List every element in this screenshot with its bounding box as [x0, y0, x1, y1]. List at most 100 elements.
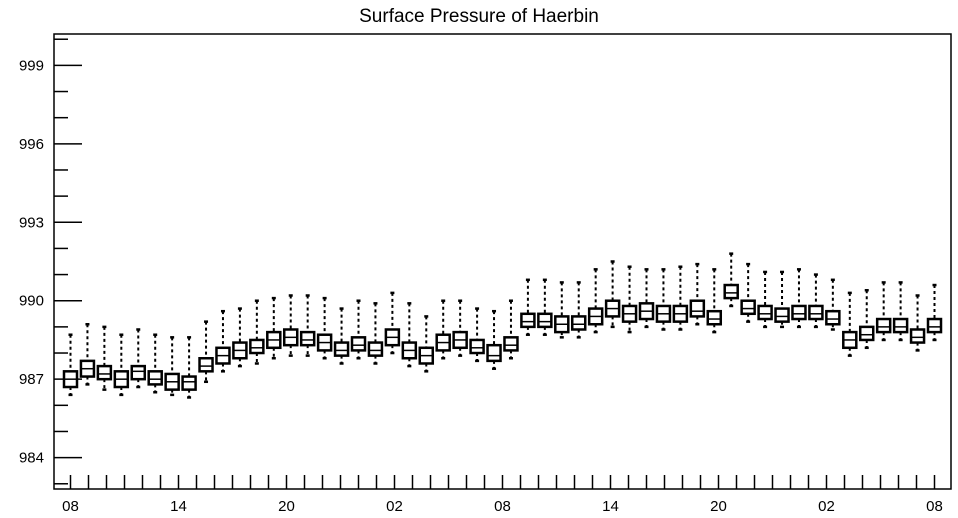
box-item — [333, 307, 350, 365]
y-tick-label: 987 — [19, 371, 44, 388]
x-tick-label: 02 — [818, 498, 835, 515]
box-item — [892, 281, 909, 342]
box-item — [249, 299, 265, 365]
y-axis: 984 987 990 993 996 999 — [19, 38, 82, 485]
box-item — [655, 268, 672, 331]
box-item — [215, 309, 231, 373]
y-tick-label: 999 — [19, 57, 44, 74]
box-item — [147, 333, 163, 394]
box-item — [232, 307, 248, 368]
box-item — [587, 268, 604, 334]
box-body — [299, 330, 316, 347]
chart-title: Surface Pressure of Haerbin — [359, 6, 599, 27]
box-body — [791, 304, 807, 321]
box-item — [723, 252, 739, 308]
box-body — [723, 283, 739, 300]
y-tick-label: 984 — [19, 450, 44, 467]
box-item — [520, 278, 536, 336]
box-item — [96, 325, 113, 391]
box-item — [875, 281, 892, 342]
box-item — [266, 296, 282, 360]
box-item — [486, 309, 502, 370]
box-item — [113, 333, 130, 397]
box-item — [401, 302, 418, 368]
box-series — [62, 252, 943, 399]
x-tick-label: 20 — [278, 498, 295, 515]
box-body — [774, 307, 790, 323]
box-item — [808, 273, 824, 329]
box-item — [299, 294, 316, 357]
box-item — [164, 336, 180, 397]
box-item — [926, 283, 943, 342]
box-item — [689, 262, 706, 326]
box-item — [740, 262, 756, 323]
x-tick-label: 08 — [494, 498, 511, 515]
x-axis: 08 14 20 02 08 14 20 02 08 — [62, 475, 943, 515]
box-body — [858, 325, 875, 342]
box-item — [672, 265, 689, 331]
box-item — [537, 278, 553, 336]
x-tick-label: 20 — [710, 498, 727, 515]
box-item — [858, 289, 875, 350]
box-body — [808, 304, 824, 321]
box-item — [604, 260, 621, 329]
box-body — [486, 343, 502, 363]
box-item — [435, 299, 451, 360]
box-body — [469, 338, 485, 355]
box-body — [249, 338, 265, 355]
box-item — [706, 268, 723, 334]
box-body — [892, 317, 909, 334]
box-body — [875, 317, 892, 334]
box-item — [282, 294, 299, 357]
box-body — [537, 312, 553, 329]
box-item — [350, 299, 367, 360]
box-item — [621, 265, 638, 334]
box-item — [774, 270, 790, 329]
box-item — [909, 294, 926, 352]
box-item — [384, 291, 401, 355]
box-item — [570, 281, 587, 339]
box-item — [79, 323, 96, 386]
box-body — [520, 312, 536, 329]
box-item — [62, 333, 79, 397]
box-body — [740, 299, 756, 316]
box-body — [181, 375, 197, 391]
box-body — [350, 336, 367, 352]
box-body — [689, 299, 706, 318]
box-body — [96, 364, 113, 381]
box-item — [554, 281, 570, 339]
box-item — [418, 315, 435, 373]
x-tick-label: 08 — [62, 498, 79, 515]
box-body — [909, 328, 926, 344]
box-item — [198, 320, 214, 384]
box-item — [469, 307, 485, 363]
y-tick-label: 993 — [19, 214, 44, 231]
box-item — [452, 299, 468, 357]
box-item — [757, 270, 773, 329]
box-item — [503, 299, 519, 360]
box-item — [638, 268, 655, 329]
box-item — [791, 268, 807, 329]
box-item — [316, 296, 333, 360]
box-body — [706, 309, 723, 326]
box-item — [842, 291, 858, 357]
box-body — [198, 357, 214, 373]
box-item — [825, 278, 841, 331]
box-item — [130, 328, 147, 389]
box-body — [147, 370, 163, 386]
plot-frame — [53, 33, 952, 490]
x-tick-label: 02 — [386, 498, 403, 515]
box-body — [130, 364, 147, 381]
box-body — [503, 336, 519, 352]
box-item — [367, 302, 384, 365]
y-tick-label: 996 — [19, 136, 44, 153]
box-body — [757, 304, 773, 321]
x-tick-label: 08 — [926, 498, 943, 515]
box-body — [570, 315, 587, 331]
box-item — [181, 336, 197, 399]
box-body — [825, 309, 841, 326]
x-tick-label: 14 — [170, 498, 187, 515]
box-body — [333, 341, 350, 357]
y-tick-label: 990 — [19, 293, 44, 310]
